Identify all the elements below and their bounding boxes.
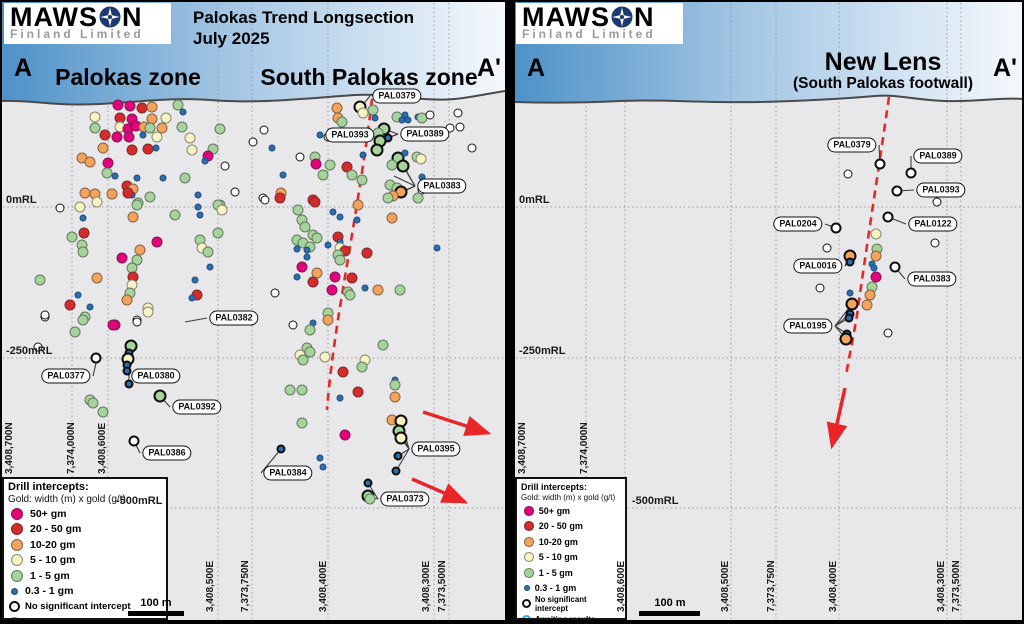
label-leader-line — [379, 133, 399, 142]
label-leader-line — [383, 128, 399, 135]
label-leader-line — [133, 440, 141, 454]
plunge-arrow — [826, 387, 848, 450]
header-left — [2, 2, 505, 105]
label-leader-line — [184, 317, 208, 323]
fault-trace — [325, 98, 374, 411]
topographic-surface — [1, 90, 506, 106]
label-leader-line — [376, 130, 379, 136]
fault-trace — [844, 96, 891, 377]
header-right — [515, 2, 1022, 103]
label-leader-line — [393, 175, 416, 187]
label-leader-line — [887, 216, 907, 225]
label-leader-line — [260, 448, 282, 474]
label-leader-line — [878, 144, 881, 165]
label-leader-line — [159, 395, 171, 408]
label-leader-line — [393, 185, 416, 197]
topographic-surface — [514, 94, 1023, 104]
label-leader-line — [400, 420, 410, 450]
label-leader-line — [834, 317, 850, 327]
label-leader-line — [360, 95, 371, 108]
label-leader-line — [896, 189, 915, 192]
plunge-arrow — [422, 410, 492, 436]
label-leader-line — [824, 223, 837, 229]
label-leader-line — [894, 266, 906, 280]
plunge-arrow — [411, 477, 469, 504]
label-leader-line — [395, 448, 410, 472]
label-leader-line — [92, 358, 98, 377]
